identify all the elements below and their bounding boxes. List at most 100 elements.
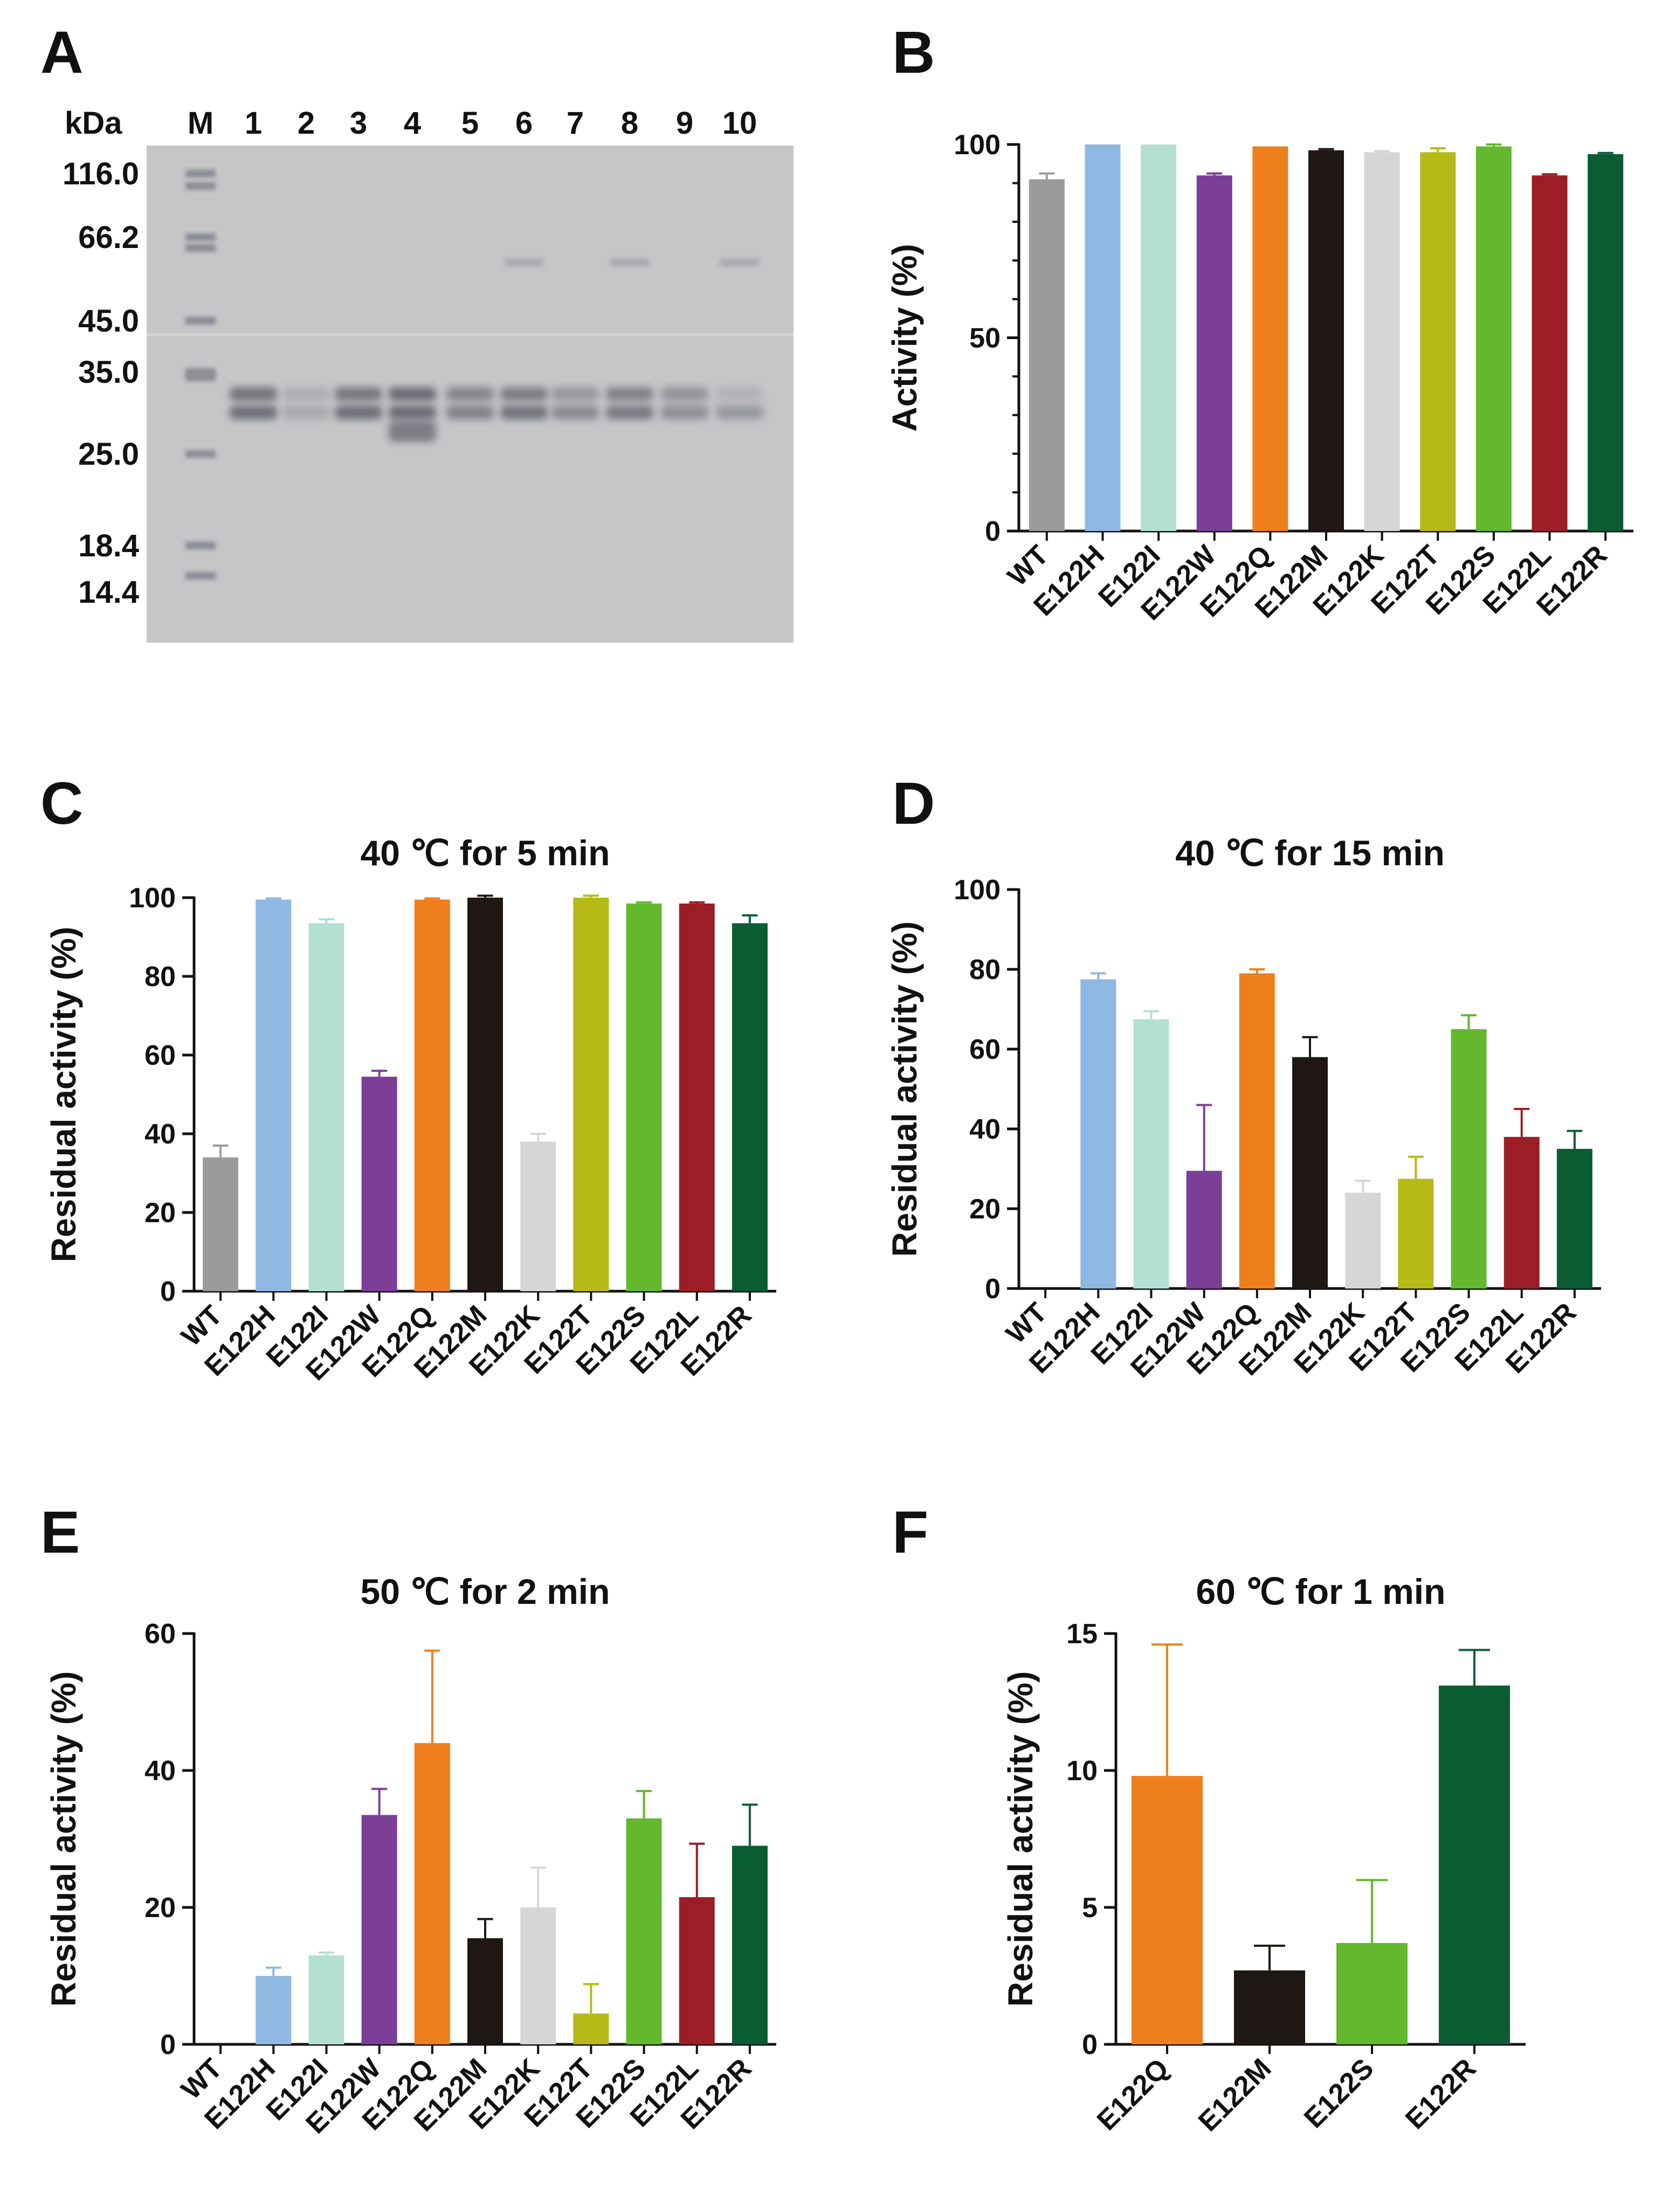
gel-seam [147,333,794,336]
panel-letter-d: D [892,770,935,837]
y-tick-label: 100 [129,883,176,914]
y-tick-label: 100 [954,129,1001,161]
gel-band [606,387,653,401]
bar [679,1897,715,2044]
gel-unit-label: kDa [65,106,122,141]
bar [1532,175,1568,531]
y-tick-label: 0 [1082,2029,1098,2061]
bar [1292,1057,1328,1288]
bar [256,899,292,1291]
panel-letter-a: A [40,19,83,86]
y-tick-label: 40 [144,1755,176,1787]
bar [1186,1170,1222,1288]
chart-b: Activity (%)050100WTE122HE122IE122WE122Q… [885,129,1633,626]
gel-lane-label: M [188,106,213,141]
gel-band [500,405,548,419]
bar [414,899,450,1291]
y-tick-label: 0 [160,1276,176,1307]
panel-letter-e: E [40,1499,80,1566]
gel-band [500,387,548,401]
bar [1029,179,1065,531]
bar [732,923,768,1291]
panel-letter-c: C [40,770,83,837]
chart-title: 60 ℃ for 1 min [1196,1572,1446,1611]
gel-band [282,387,330,401]
bar [1132,1776,1203,2044]
panel-letter-f: F [892,1499,928,1566]
gel-marker-band [185,317,216,325]
y-tick-label: 20 [969,1194,1001,1225]
gel-band [335,387,382,401]
y-tick-label: 5 [1082,1892,1098,1924]
gel-band [335,405,382,419]
gel-band [446,387,494,401]
gel-marker-band [185,450,216,458]
chart-title: 40 ℃ for 5 min [361,833,610,873]
gel-panel: kDa M 1 2 3 4 5 6 7 8 9 10 116.066.245.035.025.018… [63,106,794,643]
bar [467,1938,503,2044]
bar [1308,150,1344,531]
y-tick-label: 0 [985,516,1001,547]
y-axis-label: Residual activity (%) [885,921,924,1257]
gel-band [720,259,759,266]
bar [361,1077,397,1291]
gel-band [661,405,708,419]
y-tick-label: 50 [969,323,1001,354]
gel-band [505,259,543,266]
bar [1588,154,1624,531]
gel-lane-label: 7 [567,106,584,141]
gel-lane-label: 5 [461,106,479,141]
bar [467,898,503,1291]
gel-marker-band [185,542,216,549]
gel-band [282,405,330,419]
bar [1196,175,1232,531]
bar [1336,1943,1408,2044]
y-tick-label: 40 [144,1119,176,1150]
bar [308,923,344,1291]
panel-letter-b: B [892,19,935,86]
gel-marker-band [185,244,216,252]
gel-lane-label: 9 [676,106,693,141]
gel-band [551,387,599,401]
gel-lane-label: 6 [515,106,533,141]
y-axis-label: Residual activity (%) [44,1671,83,2007]
bar [1556,1149,1592,1288]
y-tick-label: 100 [954,874,1001,906]
gel-band [230,405,277,419]
gel-band [610,259,649,266]
gel-marker-label: 18.4 [78,528,139,563]
gel-band [389,405,436,419]
gel-marker-label: 45.0 [78,304,139,339]
bar [520,1141,556,1291]
gel-marker-band [185,182,216,190]
gel-lane-label: 1 [245,106,262,141]
y-tick-label: 0 [160,2029,176,2061]
bar [1398,1179,1434,1288]
gel-band [661,387,708,401]
bar [1080,979,1116,1288]
bar [1451,1029,1487,1288]
y-tick-label: 60 [144,1040,176,1071]
gel-band [230,387,277,401]
gel-lane-label: 3 [350,106,367,141]
y-tick-label: 10 [1066,1755,1098,1787]
x-tick-label: E122S [1298,2052,1380,2134]
bar [1085,144,1121,531]
y-tick-label: 40 [969,1114,1001,1145]
gel-marker-label: 66.2 [78,220,139,255]
chart-f: 60 ℃ for 1 min Residual activity (%) 0 5 10 1… [1001,1572,1526,2138]
y-tick-label: 0 [985,1273,1001,1305]
bar [1364,152,1400,532]
bar [1420,152,1456,532]
gel-marker-band [185,572,216,580]
bar [732,1845,768,2044]
x-tick-label: E122Q [1091,2052,1175,2136]
bar [414,1743,450,2044]
gel-lane-label: 8 [621,106,638,141]
bar [626,903,662,1291]
bar [1345,1193,1381,1288]
y-tick-label: 80 [969,954,1001,986]
bar [256,1976,292,2044]
bar [626,1818,662,2044]
bar [679,903,715,1291]
